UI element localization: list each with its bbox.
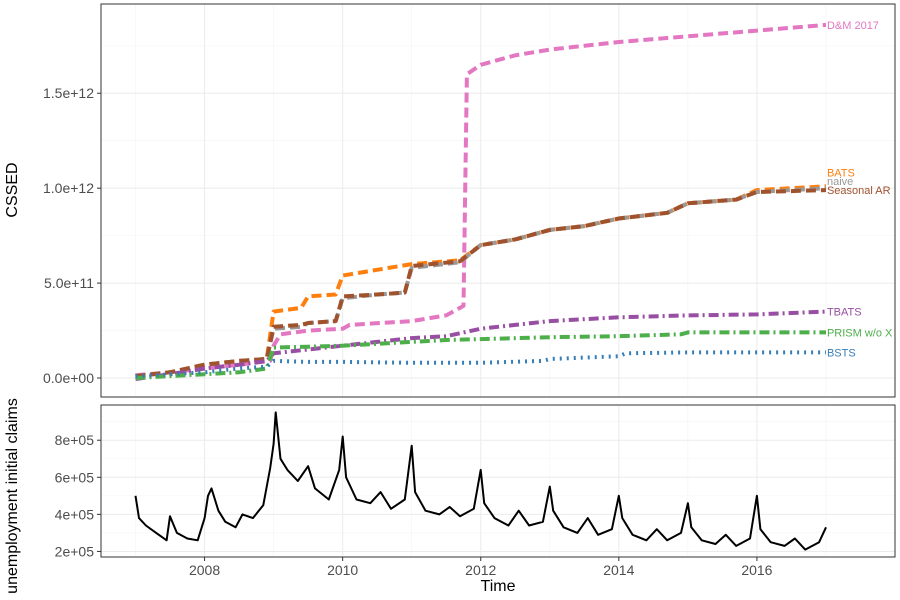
series-label-tbats: TBATS (827, 307, 862, 319)
axis-titles: CSSED unemployment initial claims Time (4, 162, 516, 595)
y-tick-label: 1.5e+12 (43, 85, 94, 101)
cssed-axis-title: CSSED (4, 162, 21, 217)
series-label-naive: naive (827, 176, 853, 188)
y-tick-label: 5.0e+11 (44, 275, 94, 291)
series-label-bsts: BSTS (827, 347, 856, 359)
series-group (134, 411, 827, 551)
y-tick-label: 2e+05 (55, 543, 95, 559)
plot-background (101, 4, 895, 397)
y-tick-label: 4e+05 (55, 506, 95, 522)
series-line-seasonal-ar (135, 188, 827, 379)
series-line-prism-w-o-x (135, 330, 826, 380)
x-tick-label: 2014 (603, 562, 634, 578)
x-tick-label: 2010 (327, 562, 358, 578)
y-tick-label: 0.0e+00 (43, 370, 94, 386)
claims-panel: 2e+05 4e+05 6e+05 8e+05 2008 2010 2012 2014 2016 (55, 404, 896, 578)
claims-axis-title: unemployment initial claims (4, 398, 21, 594)
series-label-seasonal-ar: Seasonal AR (827, 185, 891, 197)
panel-border (100, 3, 896, 398)
series-label-prism-w-o-x: PRISM w/o X (827, 327, 893, 339)
x-tick-label: 2012 (465, 562, 496, 578)
y-tick-label: 6e+05 (55, 469, 95, 485)
series-label-bats: BATS (827, 167, 855, 179)
series-label-d-m-2017: D&M 2017 (827, 20, 879, 32)
x-tick-label: 2016 (741, 562, 772, 578)
panel-border (100, 404, 896, 558)
plot-background (101, 405, 895, 557)
cssed-panel: 0.0e+00 5.0e+11 1.0e+12 1.5e+12 D&M 2017 BATS… (43, 3, 896, 398)
series-line-bsts (135, 350, 826, 379)
y-tick-label: 8e+05 (55, 432, 95, 448)
series-line-claims (134, 411, 827, 551)
time-axis-title: Time (481, 578, 516, 595)
x-tick-label: 2008 (189, 562, 220, 578)
y-tick-label: 1.0e+12 (43, 180, 94, 196)
series-line-tbats (135, 309, 827, 381)
series-group (135, 22, 827, 381)
